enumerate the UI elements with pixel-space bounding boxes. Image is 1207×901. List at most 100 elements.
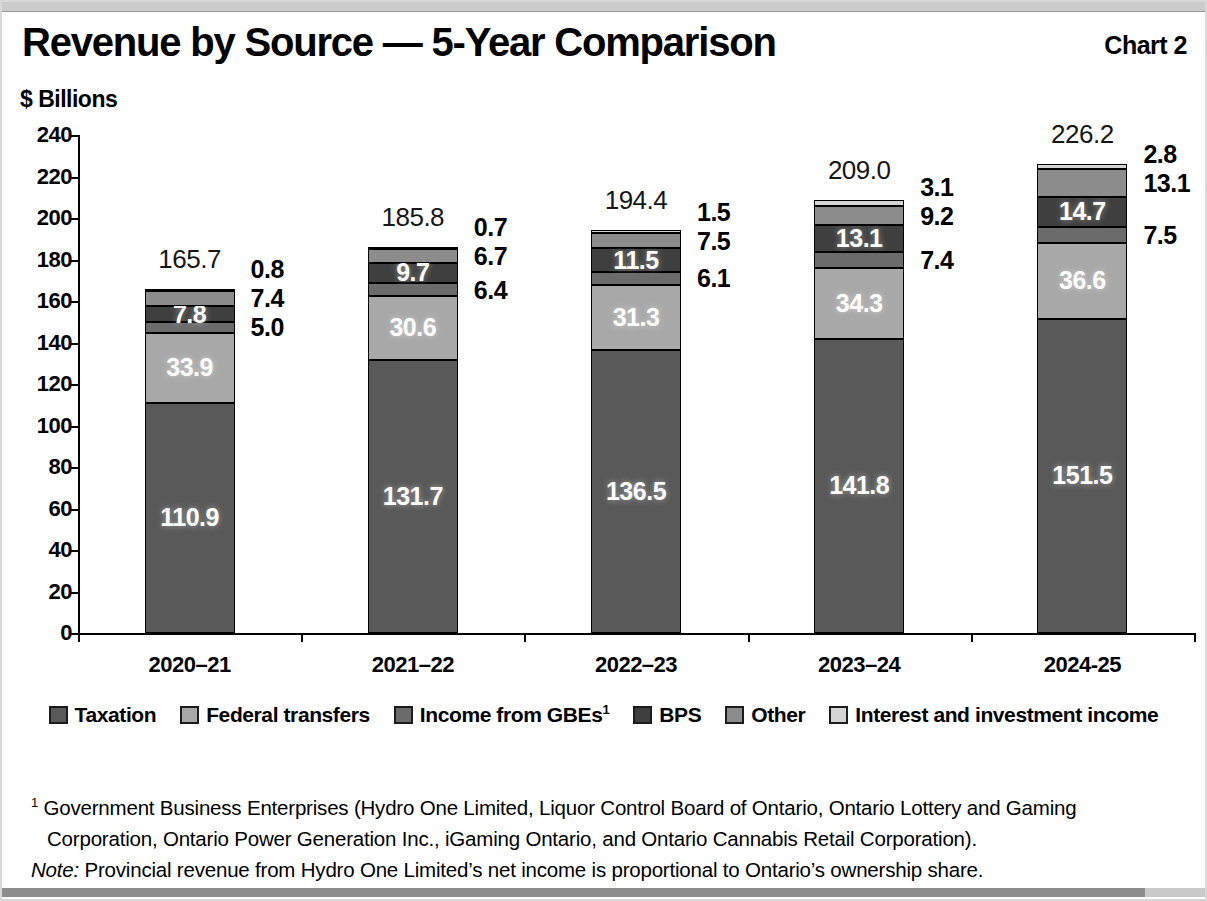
footnote-superscript: 1 — [31, 795, 38, 810]
side-value-label: 7.5 — [697, 226, 730, 256]
legend-item-federal-transfers: Federal transfers — [180, 703, 370, 727]
side-value-label: 9.2 — [920, 201, 953, 231]
y-axis-tick-label: 100 — [2, 414, 72, 438]
side-value-label: 0.7 — [474, 212, 507, 242]
segment-value-label: 110.9 — [146, 404, 234, 632]
segment-value-label: 136.5 — [592, 351, 680, 632]
bar-segment-taxation: 136.5 — [591, 350, 681, 633]
legend-item-bps: BPS — [633, 703, 701, 727]
bar-segment-other — [1037, 169, 1127, 196]
x-axis-tickmark — [971, 633, 973, 642]
side-value-label: 6.4 — [474, 275, 507, 305]
legend-label: Other — [751, 703, 805, 727]
document-page: Revenue by Source — 5-Year Comparison Ch… — [0, 0, 1207, 901]
x-axis-tickmark — [524, 633, 526, 642]
segment-value-label: 36.6 — [1038, 244, 1126, 318]
bar-segment-bps: 11.5 — [591, 248, 681, 272]
bar-segment-taxation: 141.8 — [814, 339, 904, 633]
legend-superscript: 1 — [602, 702, 609, 717]
legend-label: Taxation — [75, 703, 157, 727]
note-text: Provincial revenue from Hydro One Limite… — [79, 858, 983, 881]
legend-item-income-from-gbes: Income from GBEs1 — [394, 703, 610, 727]
x-axis-label: 2024-25 — [1002, 652, 1162, 678]
legend-label: Interest and investment income — [855, 703, 1158, 727]
x-axis-label: 2020–21 — [110, 652, 270, 678]
y-axis-line — [78, 135, 80, 635]
y-axis-tick-label: 160 — [2, 289, 72, 313]
bar-segment-federal-transfers: 34.3 — [814, 268, 904, 339]
bar-segment-interest-and-investment-income — [145, 289, 235, 291]
x-axis-label: 2023–24 — [779, 652, 939, 678]
bar-segment-taxation: 110.9 — [145, 403, 235, 633]
bar-segment-bps: 13.1 — [814, 225, 904, 252]
y-axis-tick-label: 220 — [2, 165, 72, 189]
legend-swatch — [394, 706, 413, 724]
bar-segment-bps: 14.7 — [1037, 197, 1127, 228]
bar-total-label: 194.4 — [566, 185, 706, 215]
note-label: Note: — [31, 858, 79, 881]
x-axis-tickmark — [301, 633, 303, 642]
bar-total-label: 226.2 — [1012, 119, 1152, 149]
bar-segment-bps: 9.7 — [368, 263, 458, 283]
legend-item-interest-and-investment-income: Interest and investment income — [829, 703, 1158, 727]
bar-segment-interest-and-investment-income — [814, 200, 904, 206]
x-axis-tickmark — [1194, 633, 1196, 642]
segment-value-label: 31.3 — [592, 286, 680, 349]
legend-item-other: Other — [725, 703, 805, 727]
segment-value-label: 9.7 — [369, 264, 457, 282]
segment-value-label: 131.7 — [369, 361, 457, 632]
horizontal-scrollbar[interactable] — [2, 888, 1205, 897]
side-value-label: 0.8 — [251, 254, 284, 284]
x-axis-tickmark — [78, 633, 80, 642]
side-value-label: 6.7 — [474, 241, 507, 271]
bar-segment-income-from-gbes — [1037, 227, 1127, 243]
side-value-label: 5.0 — [251, 312, 284, 342]
bar-segment-federal-transfers: 30.6 — [368, 296, 458, 359]
y-axis-tick-label: 0 — [2, 621, 72, 645]
bar-segment-interest-and-investment-income — [368, 247, 458, 249]
segment-value-label: 7.8 — [146, 307, 234, 321]
legend-swatch — [829, 706, 848, 724]
y-axis-tick-label: 140 — [2, 331, 72, 355]
bar-total-label: 185.8 — [343, 202, 483, 232]
x-axis-line — [78, 633, 1194, 635]
bar-segment-taxation: 151.5 — [1037, 319, 1127, 633]
chart-legend: Taxation Federal transfers Income from GBE… — [2, 703, 1205, 727]
segment-value-label: 14.7 — [1038, 198, 1126, 227]
footnote-gbe-text: Government Business Enterprises (Hydro O… — [44, 796, 1077, 850]
legend-swatch — [180, 706, 199, 724]
x-axis-label: 2022–23 — [556, 652, 716, 678]
segment-value-label: 30.6 — [369, 297, 457, 358]
segment-value-label: 151.5 — [1038, 320, 1126, 632]
y-axis-tick-label: 40 — [2, 538, 72, 562]
legend-label: Federal transfers — [206, 703, 370, 727]
bar-segment-other — [591, 233, 681, 249]
segment-value-label: 13.1 — [815, 226, 903, 251]
side-value-label: 2.8 — [1143, 139, 1176, 169]
bar-segment-bps: 7.8 — [145, 306, 235, 322]
segment-value-label: 11.5 — [592, 249, 680, 271]
legend-item-taxation: Taxation — [49, 703, 157, 727]
bar-segment-interest-and-investment-income — [591, 230, 681, 233]
legend-label: BPS — [659, 703, 701, 727]
side-value-label: 6.1 — [697, 263, 730, 293]
bar-segment-federal-transfers: 31.3 — [591, 285, 681, 350]
segment-value-label: 141.8 — [815, 340, 903, 632]
side-value-label: 7.5 — [1143, 220, 1176, 250]
y-axis-tick-label: 20 — [2, 580, 72, 604]
bar-segment-other — [145, 291, 235, 306]
side-value-label: 1.5 — [697, 197, 730, 227]
segment-value-label: 33.9 — [146, 334, 234, 402]
scrollbar-thumb[interactable] — [2, 888, 1145, 897]
footnote-note: Note: Provincial revenue from Hydro One … — [17, 854, 1191, 885]
y-axis-tick-label: 180 — [2, 248, 72, 272]
bar-segment-income-from-gbes — [814, 252, 904, 267]
footnote-gbe-definition: 1 Government Business Enterprises (Hydro… — [17, 787, 1191, 854]
y-axis-tick-label: 120 — [2, 372, 72, 396]
legend-swatch — [49, 706, 68, 724]
y-axis-tick-label: 240 — [2, 123, 72, 147]
y-axis-tick-label: 80 — [2, 455, 72, 479]
side-value-label: 7.4 — [251, 283, 284, 313]
legend-swatch — [725, 706, 744, 724]
bar-segment-other — [814, 206, 904, 225]
